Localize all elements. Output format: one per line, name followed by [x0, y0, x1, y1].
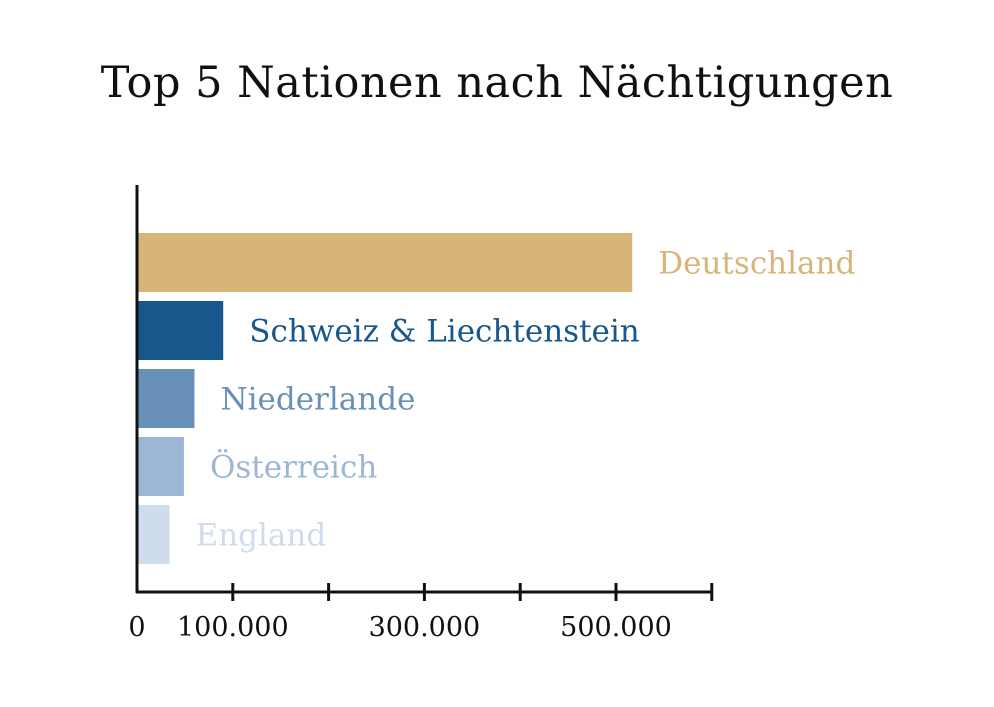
- x-tick-label-0: 0: [128, 612, 145, 643]
- bar-deutschland: [137, 233, 633, 292]
- x-tick-label-300000: 300.000: [369, 612, 481, 643]
- chart-title: Top 5 Nationen nach Nächtigungen: [100, 58, 894, 108]
- bar-label-schweiz-and-liechtenstein: Schweiz & Liechtenstein: [249, 314, 640, 350]
- bar-label-deutschland: Deutschland: [658, 246, 855, 282]
- bar-label-niederlande: Niederlande: [220, 382, 415, 418]
- x-tick-labels-layer: 0 100.000 300.000 500.000: [128, 612, 671, 643]
- bar-label-oesterreich: Österreich: [210, 448, 377, 486]
- bar-schweiz-and-liechtenstein: [137, 301, 224, 360]
- bar-oesterreich: [137, 437, 184, 496]
- bar-niederlande: [137, 369, 195, 428]
- x-tick-label-100000: 100.000: [177, 612, 289, 643]
- x-ticks-layer: [231, 583, 714, 601]
- bars-layer: [137, 233, 633, 564]
- bar-england: [137, 505, 170, 564]
- bar-label-england: England: [196, 518, 327, 554]
- bar-labels-layer: Deutschland Schweiz & Liechtenstein Nieder…: [196, 246, 856, 554]
- x-tick-label-500000: 500.000: [560, 612, 672, 643]
